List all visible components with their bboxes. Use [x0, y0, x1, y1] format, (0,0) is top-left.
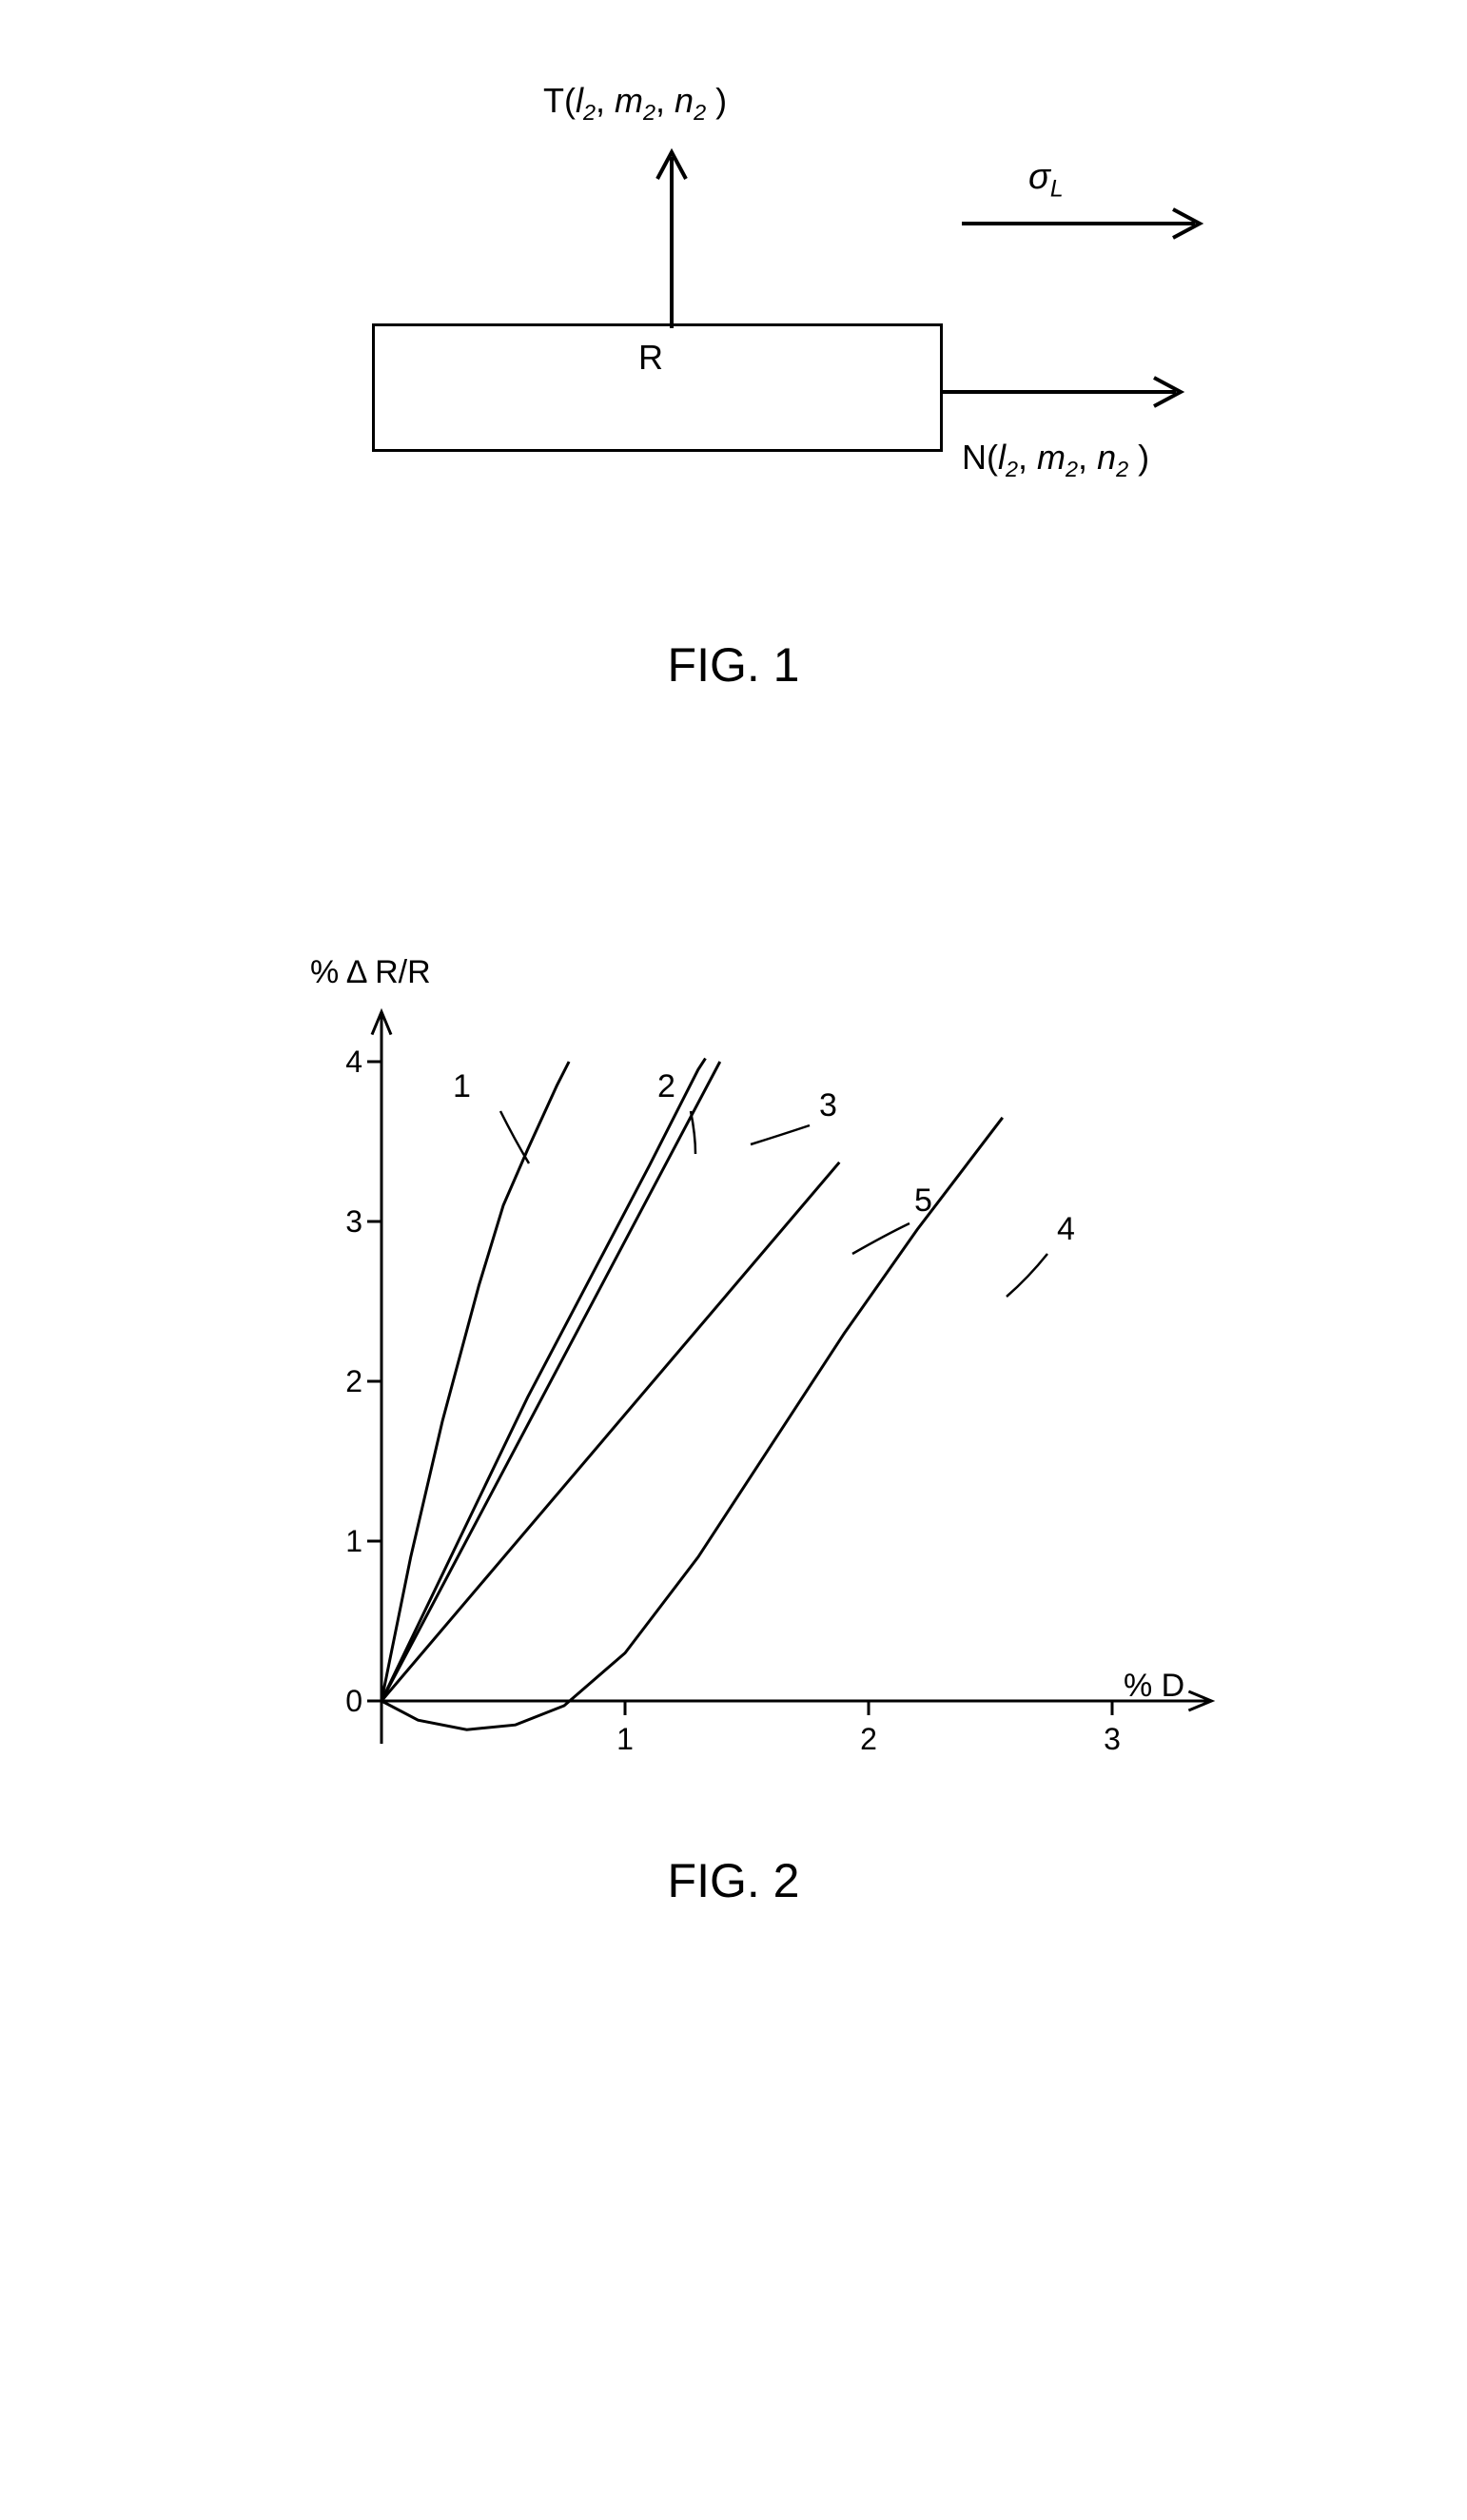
ytick-label: 2	[315, 1364, 362, 1399]
label-t: T(l2, m2, n2 )	[543, 81, 727, 126]
n-base: N(l2, m2, n2 )	[962, 438, 1149, 477]
fig2-title: FIG. 2	[668, 1853, 800, 1908]
series-label-1: 1	[453, 1068, 471, 1105]
xtick-label: 3	[1093, 1722, 1131, 1757]
arrow-n-horizontal	[943, 373, 1190, 411]
xtick-label: 1	[606, 1722, 644, 1757]
arrow-t-vertical	[653, 143, 691, 333]
ytick-label: 3	[315, 1204, 362, 1240]
sigma-base: σ	[1028, 157, 1050, 197]
label-n: N(l2, m2, n2 )	[962, 438, 1149, 482]
series-label-2: 2	[657, 1068, 675, 1105]
label-sigma: σL	[1028, 157, 1064, 204]
arrow-sigma	[962, 205, 1209, 243]
figure-1-container: R T(l2, m2, n2 ) N(l2, m2, n2 ) σL FIG. …	[38, 38, 1429, 1984]
figure-2: % Δ R/R % D 0123412312345	[210, 940, 1257, 1796]
ytick-label: 1	[315, 1524, 362, 1559]
t-base: T(l2, m2, n2 )	[543, 81, 727, 120]
fig1-title: FIG. 1	[668, 637, 800, 693]
ytick-label: 0	[315, 1684, 362, 1719]
fig2-plot-svg	[210, 940, 1257, 1796]
series-label-4: 4	[1057, 1211, 1075, 1248]
sigma-sub: L	[1050, 177, 1064, 203]
series-label-3: 3	[819, 1087, 837, 1124]
figure-1: R T(l2, m2, n2 ) N(l2, m2, n2 ) σL	[258, 57, 1209, 580]
series-label-5: 5	[914, 1182, 932, 1220]
ytick-label: 4	[315, 1045, 362, 1080]
rect-label-r: R	[638, 338, 663, 378]
xtick-label: 2	[850, 1722, 888, 1757]
